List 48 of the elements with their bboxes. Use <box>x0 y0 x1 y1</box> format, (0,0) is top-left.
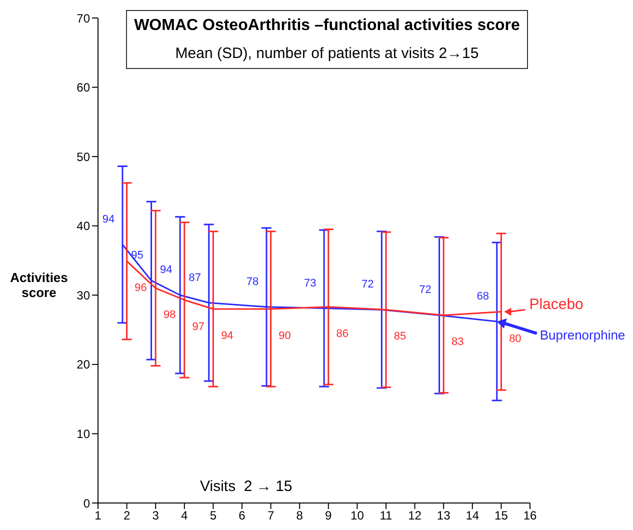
x-tick-label: 8 <box>296 508 304 523</box>
y-tick-label: 50 <box>76 150 90 164</box>
annotation: 98 <box>163 309 176 322</box>
y-tick-label: 70 <box>76 11 90 26</box>
x-tick-label: 2 <box>123 508 130 523</box>
x-tick-label: 16 <box>523 508 537 523</box>
annotation: 94 <box>160 264 172 276</box>
annotation: 90 <box>278 330 291 342</box>
y-tick-label: 40 <box>76 219 90 234</box>
x-tick-label: 3 <box>152 508 160 523</box>
x-tick-label: 12 <box>408 508 422 523</box>
y-tick-label: 60 <box>76 80 90 95</box>
x-tick-label: 9 <box>325 508 332 523</box>
y-tick-label: 0 <box>83 496 90 510</box>
chart-title: WOMAC OsteoArthritis –functional activities score <box>133 17 521 35</box>
x-tick-label: 15 <box>494 508 508 523</box>
x-tick-label: 5 <box>210 508 217 523</box>
text: Mean (SD), number of patients at visits 2→15 <box>174 45 480 62</box>
y-axis-title: Activities score <box>9 270 69 300</box>
annotation: 73 <box>304 277 316 290</box>
x-tick-label: 11 <box>380 508 393 523</box>
legend-label: Buprenorphine <box>540 327 626 342</box>
y-tick-label: 30 <box>76 288 90 302</box>
annotation: 96 <box>134 282 147 294</box>
annotation: 95 <box>131 250 144 262</box>
x-tick-label: 13 <box>436 508 451 523</box>
annotation: 94 <box>102 214 115 226</box>
y-tick-label: 20 <box>76 358 90 372</box>
annotation: 72 <box>419 284 432 296</box>
x-tick-label: 1 <box>94 508 102 523</box>
legend-label: Placebo <box>529 296 584 313</box>
x-tick-label: 10 <box>350 508 364 523</box>
x-tick-label: 6 <box>238 508 246 523</box>
x-tick-label: 14 <box>466 508 480 523</box>
annotation: Visits 2 → 15 <box>200 478 292 495</box>
annotation: 68 <box>476 290 490 302</box>
annotation: 97 <box>192 320 205 333</box>
y-tick-label: 10 <box>76 426 90 441</box>
annotation: 80 <box>509 332 522 345</box>
annotation: 94 <box>221 330 234 342</box>
annotation: 83 <box>451 336 464 348</box>
annotation: 85 <box>394 330 406 343</box>
x-tick-label: 7 <box>267 508 274 523</box>
x-tick-label: 4 <box>181 508 188 523</box>
annotation: 86 <box>336 328 349 340</box>
annotation: 87 <box>188 272 202 284</box>
annotation: 78 <box>246 276 259 288</box>
annotation: 72 <box>362 278 374 291</box>
